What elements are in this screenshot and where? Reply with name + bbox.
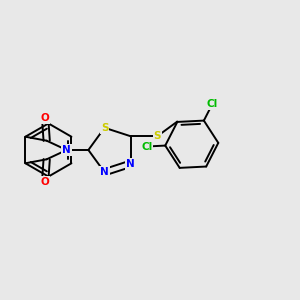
Text: N: N	[126, 159, 135, 169]
Text: Cl: Cl	[207, 99, 218, 109]
Text: S: S	[101, 123, 108, 133]
Text: O: O	[41, 113, 50, 123]
Text: N: N	[62, 145, 71, 155]
Text: O: O	[41, 177, 50, 187]
Text: S: S	[154, 131, 161, 141]
Text: N: N	[100, 167, 109, 177]
Text: Cl: Cl	[141, 142, 152, 152]
